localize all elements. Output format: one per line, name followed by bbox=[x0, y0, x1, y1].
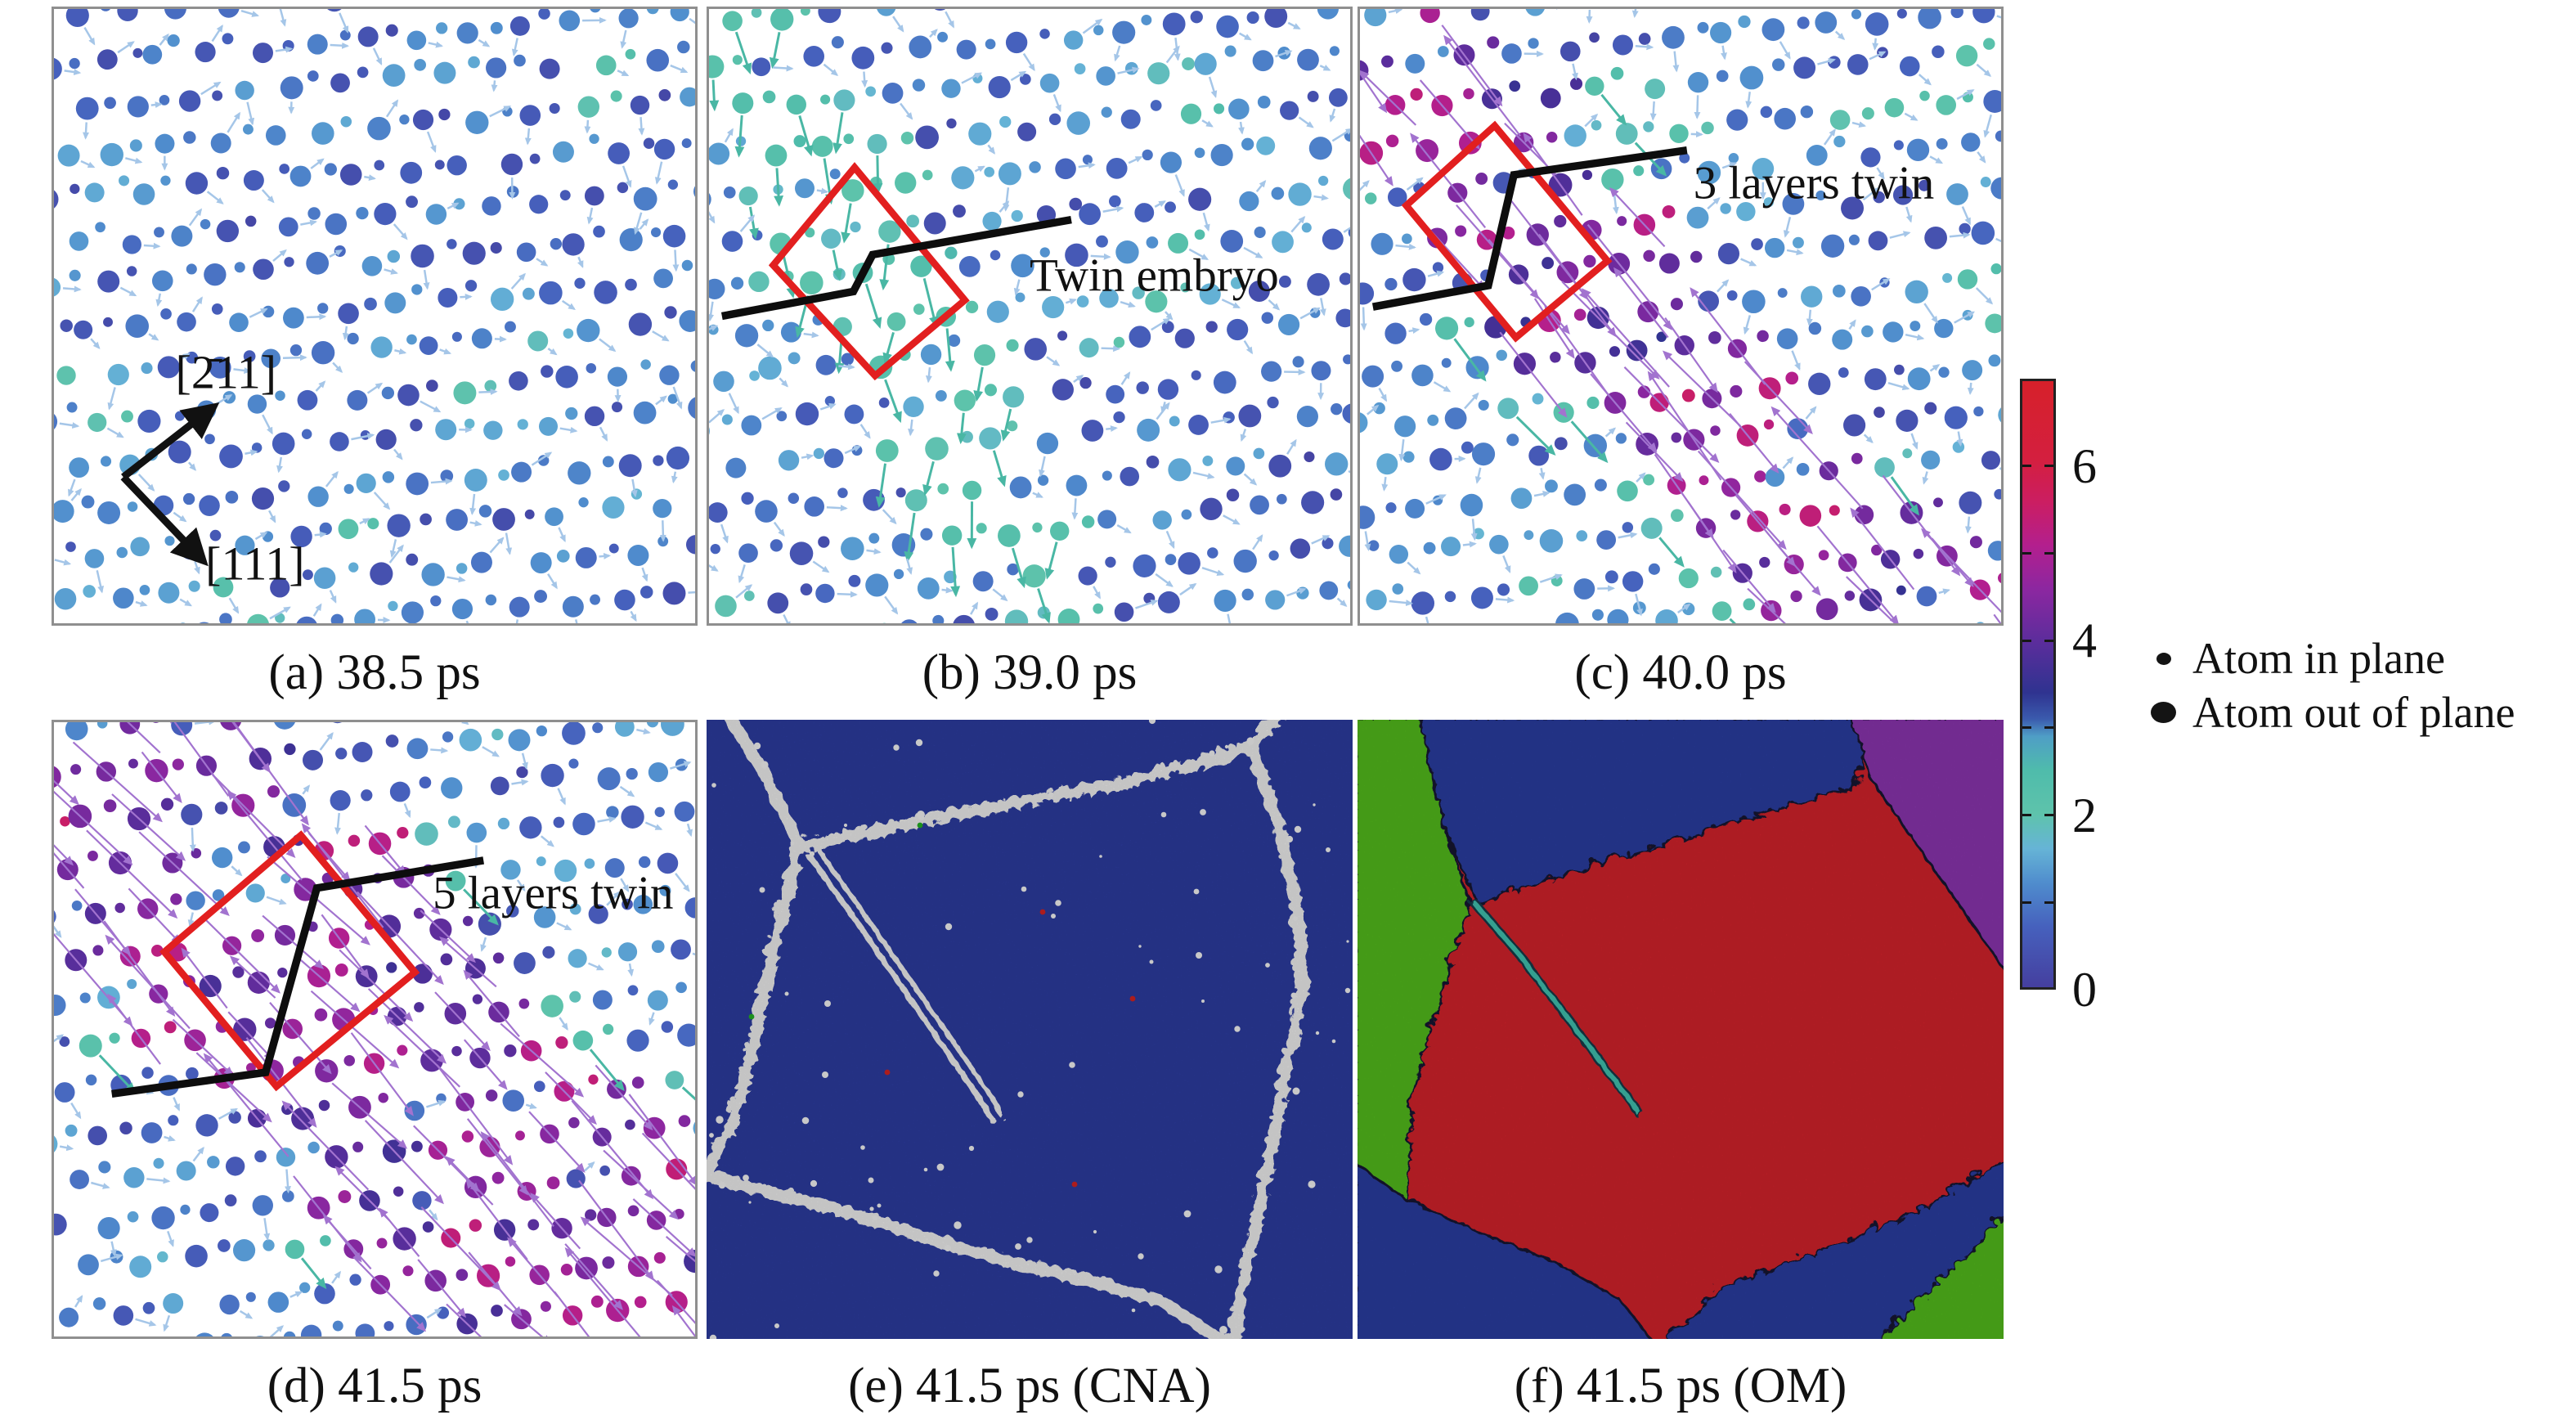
panel-d-caption: (d) 41.5 ps bbox=[19, 1358, 730, 1415]
atoms-plot-d bbox=[52, 720, 698, 1339]
colorbar-tick bbox=[2022, 465, 2031, 467]
atom-out-of-plane-dot-icon bbox=[2151, 702, 2176, 723]
orientation-map-image bbox=[1358, 720, 2004, 1339]
panel-f-caption: (f) 41.5 ps (OM) bbox=[1325, 1358, 2036, 1415]
colorbar-tick bbox=[2044, 640, 2053, 642]
colorbar-tick bbox=[2022, 640, 2031, 642]
colorbar-tick bbox=[2022, 726, 2031, 729]
panel-f-orientation-map: (f) 41.5 ps (OM) bbox=[1358, 720, 2004, 1339]
colorbar-tick bbox=[2044, 814, 2053, 816]
panel-d-41.5ps: 5 layers twin (d) 41.5 ps bbox=[52, 720, 698, 1339]
colorbar-tick bbox=[2044, 552, 2053, 555]
panel-e-cna-map: (e) 41.5 ps (CNA) bbox=[707, 720, 1353, 1339]
atom-in-plane-dot-icon bbox=[2156, 653, 2171, 665]
legend-label-out-of-plane: Atom out of plane bbox=[2192, 687, 2515, 738]
cna-image bbox=[707, 720, 1353, 1339]
colorbar-tick bbox=[2044, 726, 2053, 729]
colorbar-tick bbox=[2022, 552, 2031, 555]
panel-b-caption: (b) 39.0 ps bbox=[674, 645, 1385, 702]
atoms-plot-a bbox=[52, 7, 698, 626]
legend-row-in-plane: Atom in plane bbox=[2151, 631, 2515, 685]
colorbar-label-2: 2 bbox=[2072, 791, 2097, 840]
colorbar-tick bbox=[2044, 465, 2053, 467]
colorbar-tick bbox=[2022, 814, 2031, 816]
colorbar-label-6: 6 bbox=[2072, 442, 2097, 491]
twin-embryo-label: Twin embryo bbox=[1030, 249, 1279, 303]
panel-c-40.0ps: 3 layers twin (c) 40.0 ps bbox=[1358, 7, 2004, 626]
colorbar: 6 4 2 0 bbox=[2020, 379, 2056, 990]
colorbar-tick bbox=[2022, 901, 2031, 904]
panel-e-caption: (e) 41.5 ps (CNA) bbox=[674, 1358, 1385, 1415]
crystal-direction-label-111: [111] bbox=[205, 537, 304, 591]
panel-b-39.0ps: Twin embryo (b) 39.0 ps bbox=[707, 7, 1353, 626]
colorbar-tick bbox=[2044, 901, 2053, 904]
colorbar-label-4: 4 bbox=[2072, 616, 2097, 665]
panel-a-38.5ps: [2̄11] [111] (a) 38.5 ps bbox=[52, 7, 698, 626]
legend-row-out-of-plane: Atom out of plane bbox=[2151, 685, 2515, 739]
colorbar-gradient bbox=[2020, 379, 2056, 990]
marker-legend: Atom in plane Atom out of plane bbox=[2151, 631, 2515, 739]
panel-c-caption: (c) 40.0 ps bbox=[1325, 645, 2036, 702]
atoms-plot-b bbox=[707, 7, 1353, 626]
legend-label-in-plane: Atom in plane bbox=[2192, 633, 2445, 684]
crystal-direction-label-m211: [2̄11] bbox=[176, 344, 276, 399]
atoms-plot-c bbox=[1358, 7, 2004, 626]
colorbar-label-0: 0 bbox=[2072, 965, 2097, 1014]
panel-a-caption: (a) 38.5 ps bbox=[19, 645, 730, 702]
five-layers-twin-label: 5 layers twin bbox=[433, 866, 673, 919]
three-layers-twin-label: 3 layers twin bbox=[1694, 156, 1934, 209]
